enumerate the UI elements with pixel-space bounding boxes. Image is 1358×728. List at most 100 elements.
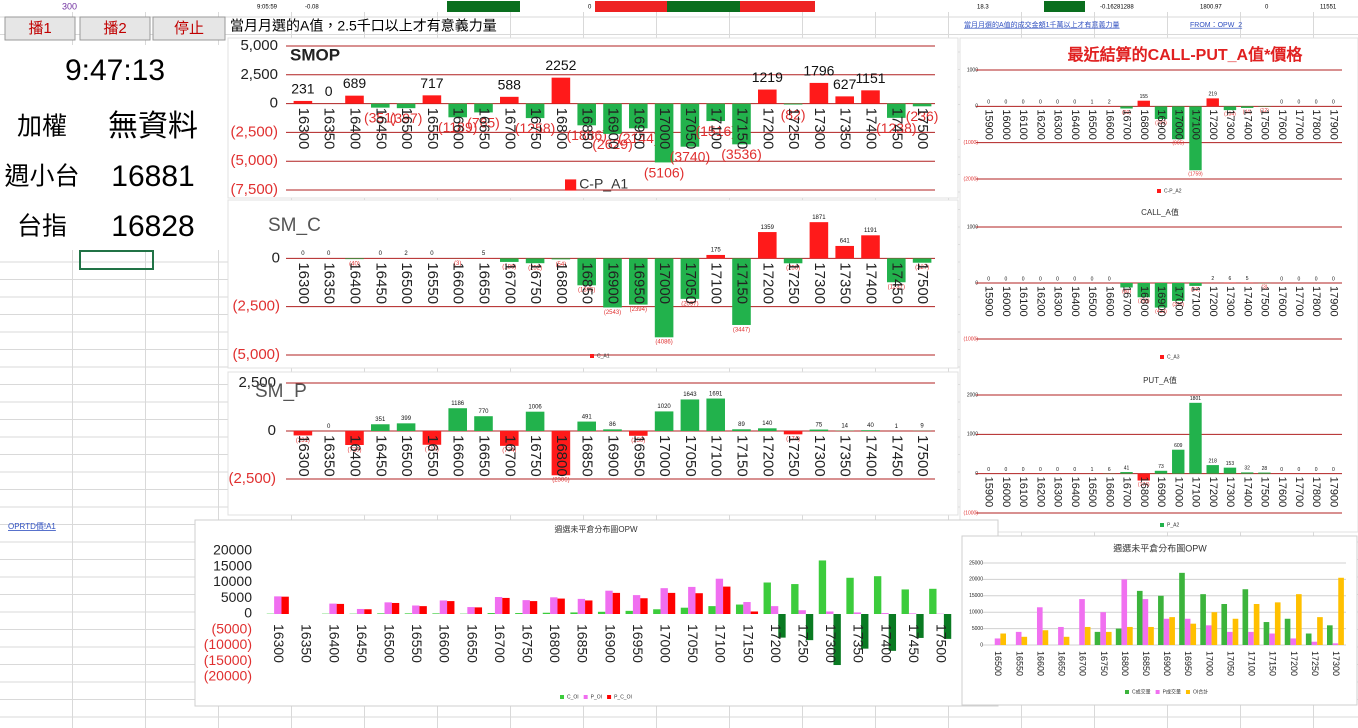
bar — [525, 258, 545, 264]
bar — [1015, 631, 1022, 645]
legend-label: C_A1 — [597, 353, 610, 359]
value-label: 140 — [762, 421, 773, 427]
bar — [1221, 604, 1228, 645]
x-tick-label: 17200 — [759, 262, 776, 304]
value-label: (1258) — [515, 120, 555, 136]
legend-label: C_OI — [567, 694, 579, 700]
value-label: (729) — [347, 447, 361, 453]
cell-link[interactable]: OPRTD價!A1 — [8, 522, 56, 531]
button-row: 播1 播2 停止 — [4, 16, 226, 41]
y-tick-label: (2,500) — [230, 123, 278, 140]
x-tick-label: 16600 — [1103, 477, 1115, 508]
x-tick-label: 17300 — [1224, 109, 1236, 140]
x-tick-label: 17800 — [1310, 109, 1322, 140]
x-tick-label: 16900 — [1162, 651, 1172, 676]
button-label[interactable]: 播1 — [28, 20, 51, 37]
x-tick-label: 16650 — [476, 108, 493, 150]
value-label: 491 — [582, 414, 593, 420]
bar — [846, 577, 854, 614]
y-tick-label: 2,500 — [240, 66, 278, 83]
bar — [448, 103, 467, 118]
y-tick-label: (20000) — [204, 668, 252, 684]
note-link[interactable]: 當月月選的A值的成交金額1千萬以上才有意義力量 — [964, 20, 1120, 29]
x-tick-label: 17200 — [759, 435, 776, 477]
x-tick-label: 16400 — [326, 624, 342, 663]
value-label: (1238) — [876, 120, 916, 136]
bar — [758, 89, 777, 104]
bar — [577, 421, 596, 431]
x-tick-label: 16500 — [381, 624, 397, 663]
legend-label: P_A2 — [1167, 522, 1179, 528]
button[interactable] — [4, 16, 76, 41]
bar — [474, 103, 493, 113]
y-tick-label: (5,000) — [230, 152, 278, 169]
button-label[interactable]: 播2 — [103, 20, 126, 37]
button-label[interactable]: 停止 — [174, 20, 204, 37]
bar — [551, 77, 571, 104]
value-label: 0 — [1280, 467, 1283, 473]
x-tick-label: 17300 — [811, 435, 828, 477]
legend-label: C-P_A2 — [1164, 188, 1182, 194]
chart-title: 週選未平倉分布圖OPW — [554, 524, 638, 534]
value-label: (186) — [502, 264, 516, 270]
bar — [1036, 607, 1043, 645]
note-link[interactable]: FROM：OPW_2 — [1190, 22, 1242, 29]
x-tick-label: 17050 — [682, 435, 699, 477]
chart-title: SM_C — [268, 215, 321, 236]
y-tick-label: 0 — [270, 95, 278, 112]
value-label: (1189) — [438, 119, 477, 135]
bar — [1274, 602, 1281, 645]
bar — [783, 431, 803, 435]
bar — [525, 411, 545, 431]
value-label: (1237) — [888, 285, 905, 291]
bar — [912, 103, 932, 107]
x-tick-label: 16900 — [605, 262, 622, 304]
value-label: (2394) — [630, 307, 647, 313]
value-label: (439) — [1155, 309, 1167, 315]
y-tick-label: (2000) — [964, 176, 979, 182]
value-label: 0 — [1004, 276, 1007, 282]
x-tick-label: 16350 — [299, 624, 315, 663]
bar — [778, 614, 786, 638]
bar — [274, 596, 282, 614]
bar — [667, 592, 676, 614]
x-tick-label: 16800 — [553, 435, 570, 477]
x-tick-label: 16350 — [321, 435, 338, 477]
x-tick-label: 16700 — [501, 262, 518, 304]
bar — [1332, 643, 1339, 645]
value-label: 1691 — [709, 391, 723, 397]
x-tick-label: 17100 — [1190, 477, 1202, 508]
bar — [763, 582, 771, 614]
value-label: 155 — [1140, 94, 1149, 100]
bar — [422, 431, 442, 445]
bar — [708, 606, 716, 614]
bar — [798, 610, 806, 614]
selected-cell[interactable] — [79, 250, 154, 270]
y-tick-label: (2,500) — [228, 470, 276, 487]
bar — [695, 593, 703, 614]
info-panel — [0, 45, 228, 250]
x-tick-label: 15900 — [983, 477, 995, 508]
button[interactable] — [79, 16, 151, 41]
legend-swatch — [583, 695, 588, 699]
value-label: 1006 — [528, 404, 542, 410]
bar — [887, 258, 906, 283]
value-label: 0 — [325, 83, 333, 99]
button[interactable] — [152, 16, 226, 41]
value-label: 0 — [1039, 100, 1042, 106]
x-tick-label: 16400 — [1069, 477, 1081, 508]
value-label: 0 — [1298, 276, 1301, 282]
bar — [474, 416, 493, 431]
bar — [1094, 631, 1101, 645]
bar — [396, 103, 416, 109]
value-label: 6 — [1108, 467, 1111, 473]
x-tick-label: 16000 — [1000, 109, 1012, 140]
x-tick-label: 17500 — [933, 624, 949, 663]
x-tick-label: 16750 — [527, 435, 544, 477]
bar — [396, 423, 416, 431]
legend-label: OI合計 — [1193, 688, 1208, 695]
x-tick-label: 16800 — [553, 108, 570, 150]
x-tick-label: 17600 — [1276, 477, 1288, 508]
bar — [1253, 604, 1260, 645]
bar — [723, 586, 731, 614]
